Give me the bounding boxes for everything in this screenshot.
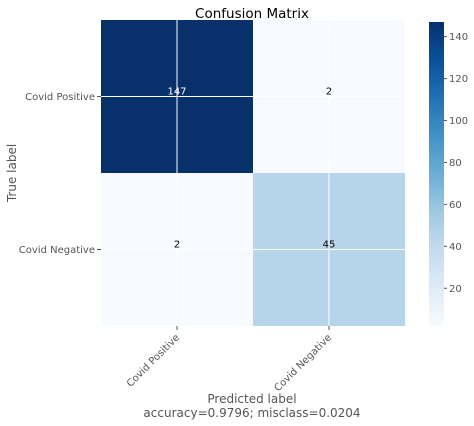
heatmap-cells [101,20,405,326]
colorbar [429,22,444,326]
colorbar-tick-label: 40 [449,242,462,253]
colorbar-tick-label: 20 [449,284,462,295]
colorbar-tick-label: 80 [449,158,462,169]
colorbar-tick-label: 140 [449,32,468,43]
colorbar-ticks: 20 40 60 80 100 120 140 [444,32,468,295]
cell-value-label: 2 [174,240,180,251]
cell-value-label: 2 [326,87,332,98]
colorbar-tick-label: 60 [449,200,462,211]
colorbar-tick-label: 120 [449,74,468,85]
x-tick-label: Covid Positive [125,332,182,389]
cell-value-label: 147 [167,87,186,98]
x-axis-ticks: Covid Positive Covid Negative [125,326,334,394]
y-axis-label: True label [5,144,19,203]
cell-value-labels: 147 2 2 45 [167,87,335,251]
colorbar-tick-label: 100 [449,116,468,127]
x-axis-label: Predicted label [207,392,296,406]
x-tick-label: Covid Negative [272,332,334,394]
cell-value-label: 45 [323,240,336,251]
y-tick-label: Covid Negative [19,245,95,256]
grid-lines [101,20,405,326]
accuracy-footer: accuracy=0.9796; misclass=0.0204 [143,406,360,420]
y-tick-label: Covid Positive [25,92,95,103]
y-axis-ticks: Covid Positive Covid Negative [19,92,101,256]
chart-title: Confusion Matrix [195,6,309,22]
